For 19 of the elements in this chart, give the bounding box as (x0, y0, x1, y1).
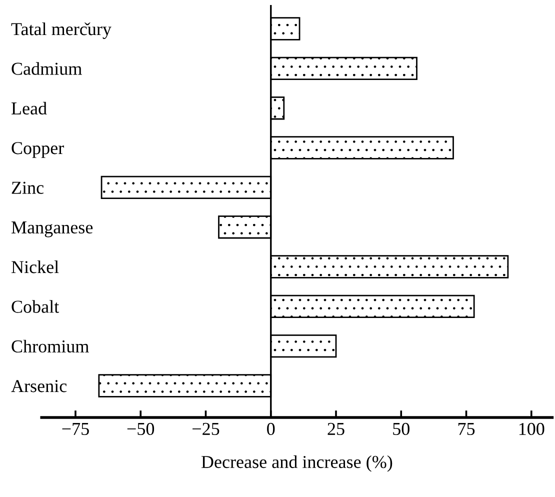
y-tick-label: Lead (12, 102, 47, 115)
y-tick-label: Nickel (12, 260, 59, 274)
y-tick-label: Zinc (12, 182, 44, 194)
x-tick-label: −25 (192, 422, 220, 436)
x-tick-label: 50 (393, 422, 410, 436)
y-tick-label: Chromium (12, 340, 89, 353)
x-axis-title: Decrease and increase (%) (201, 455, 392, 472)
y-tick-label: Cobalt (12, 300, 60, 313)
x-tick-label: 0 (267, 422, 275, 436)
y-tick-label: Manganese (12, 222, 93, 238)
x-tick-label: 100 (519, 422, 544, 436)
x-tick-label: 25 (328, 422, 344, 436)
y-tick-label: Cadmium (12, 62, 82, 75)
y-tick-label: Tatal merčury (11, 22, 112, 39)
x-tick-label: −75 (62, 423, 89, 436)
y-tick-label: Copper (12, 142, 64, 158)
y-tick-label: Arsenic (11, 380, 67, 392)
x-tick-label: −50 (127, 422, 154, 436)
x-tick-label: 75 (458, 423, 475, 436)
